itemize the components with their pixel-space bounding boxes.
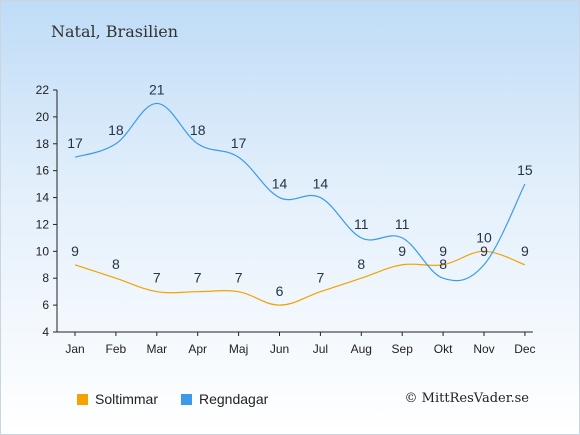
legend-item-rain: Regndagar bbox=[181, 391, 268, 407]
x-tick-label: Apr bbox=[188, 342, 207, 356]
copyright-text: © MittResVader.se bbox=[404, 391, 529, 406]
y-tick-label: 8 bbox=[42, 271, 49, 285]
chart-title: Natal, Brasilien bbox=[51, 22, 179, 41]
data-label-rain: 14 bbox=[313, 176, 329, 192]
legend-item-sun: Soltimmar bbox=[77, 391, 158, 407]
legend-swatch-rain bbox=[181, 393, 192, 405]
x-tick-label: Jul bbox=[313, 342, 328, 356]
data-label-rain: 18 bbox=[190, 122, 206, 138]
y-tick-label: 12 bbox=[36, 217, 50, 231]
data-label-rain: 9 bbox=[480, 243, 488, 259]
data-label-sun: 7 bbox=[153, 270, 161, 286]
y-tick-label: 22 bbox=[36, 83, 50, 97]
data-label-rain: 15 bbox=[517, 162, 533, 178]
data-label-sun: 9 bbox=[439, 243, 447, 259]
y-tick-label: 6 bbox=[42, 298, 49, 312]
x-tick-label: Maj bbox=[229, 342, 248, 356]
data-label-sun: 9 bbox=[71, 243, 79, 259]
x-tick-label: Feb bbox=[106, 342, 127, 356]
y-tick-label: 14 bbox=[36, 191, 50, 205]
data-label-sun: 7 bbox=[317, 270, 325, 286]
y-tick-label: 10 bbox=[36, 244, 50, 258]
data-label-sun: 8 bbox=[112, 256, 120, 272]
y-tick-label: 4 bbox=[42, 325, 49, 339]
data-label-rain: 11 bbox=[395, 216, 410, 232]
data-label-rain: 17 bbox=[231, 135, 247, 151]
x-tick-label: Jan bbox=[65, 342, 84, 356]
data-label-sun: 9 bbox=[398, 243, 406, 259]
data-label-sun: 7 bbox=[194, 270, 202, 286]
x-tick-label: Dec bbox=[514, 342, 535, 356]
data-label-sun: 6 bbox=[276, 283, 284, 299]
y-tick-label: 20 bbox=[36, 110, 50, 124]
data-label-sun: 7 bbox=[235, 270, 243, 286]
legend-swatch-sun bbox=[77, 393, 88, 405]
series-line-rain bbox=[74, 102, 526, 282]
data-label-sun: 10 bbox=[476, 229, 492, 245]
y-tick-label: 18 bbox=[36, 137, 50, 151]
x-tick-label: Mar bbox=[146, 342, 167, 356]
legend-label-sun: Soltimmar bbox=[95, 391, 159, 407]
data-label-rain: 11 bbox=[354, 216, 369, 232]
x-tick-label: Aug bbox=[351, 342, 372, 356]
data-label-rain: 17 bbox=[67, 135, 83, 151]
data-label-rain: 8 bbox=[439, 256, 447, 272]
data-label-rain: 18 bbox=[108, 122, 124, 138]
data-label-rain: 14 bbox=[272, 176, 288, 192]
series-line-sun bbox=[74, 250, 526, 306]
x-tick-label: Nov bbox=[473, 342, 494, 356]
legend-label-rain: Regndagar bbox=[199, 391, 269, 407]
x-tick-label: Sep bbox=[392, 342, 414, 356]
x-tick-label: Okt bbox=[434, 342, 453, 356]
data-label-sun: 8 bbox=[357, 256, 365, 272]
x-tick-label: Jun bbox=[270, 342, 289, 356]
data-label-rain: 21 bbox=[149, 81, 165, 97]
y-tick-label: 16 bbox=[36, 164, 50, 178]
data-label-sun: 9 bbox=[521, 243, 529, 259]
